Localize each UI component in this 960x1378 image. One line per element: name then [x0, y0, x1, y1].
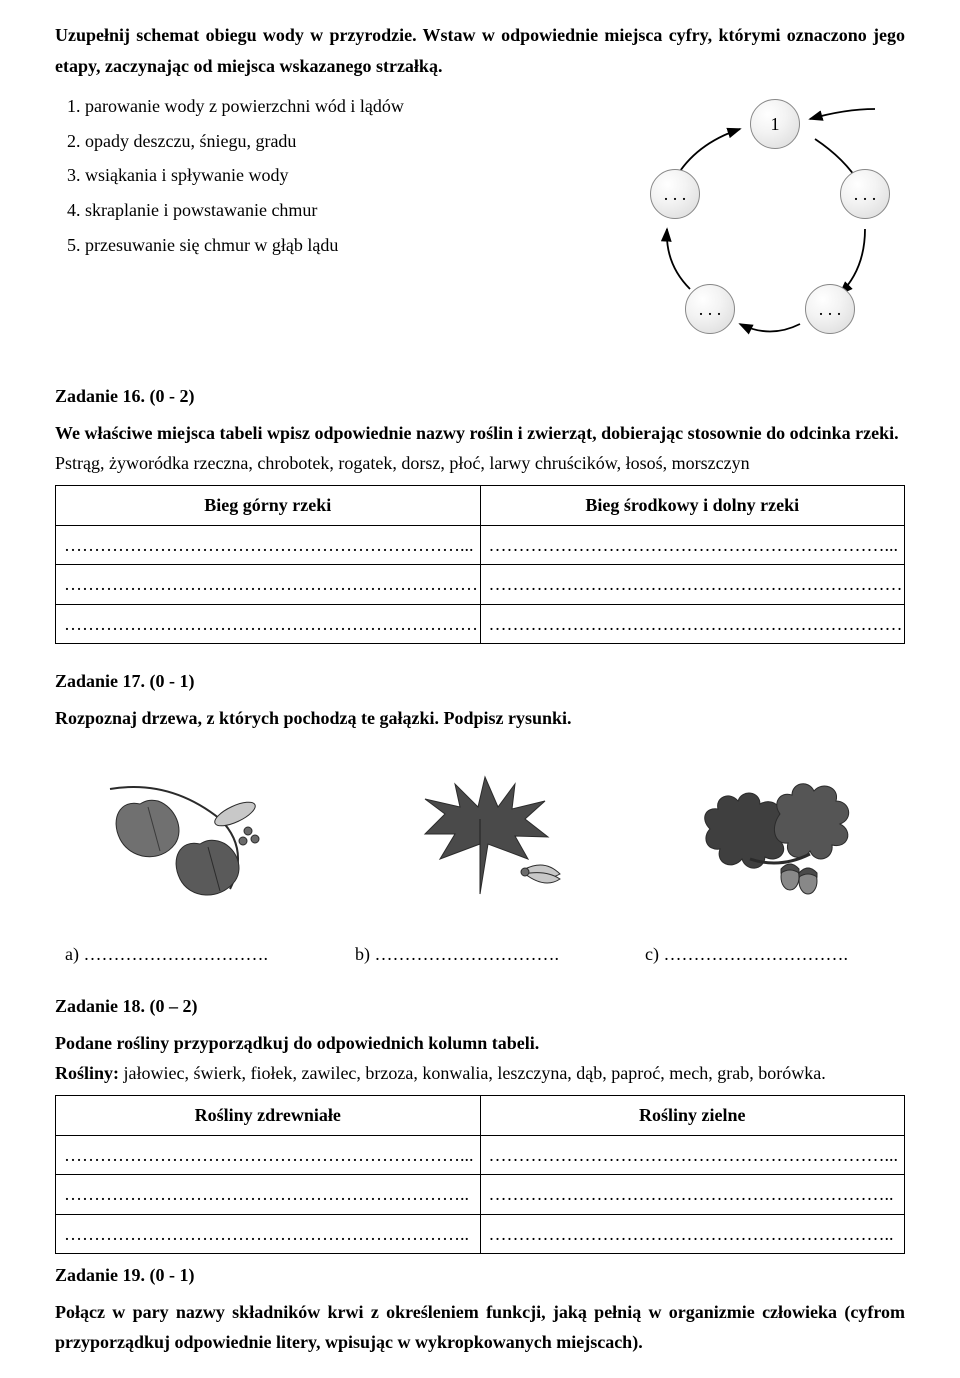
cycle-node-1: 1 [750, 99, 800, 149]
task19-body: Połącz w pary nazwy składników krwi z ok… [55, 1297, 905, 1358]
dots: ………………………………………………………….. [489, 1184, 894, 1204]
step-2: opady deszczu, śniegu, gradu [85, 124, 585, 159]
cycle-node-2-label: . . . [854, 179, 877, 210]
cycle-node-1-label: 1 [771, 109, 780, 140]
task16-c2r1[interactable]: …………………………………………………………... [480, 525, 905, 565]
task18-table: Rośliny zdrewniałe Rośliny zielne ………………… [55, 1095, 905, 1254]
plants-label: Rośliny: [55, 1063, 119, 1083]
tree-b [355, 759, 605, 909]
task18-c1r2[interactable]: ………………………………………………………….. [56, 1175, 481, 1215]
dots: …………………………………………………………... [489, 535, 899, 555]
step-4: skraplanie i powstawanie chmur [85, 193, 585, 228]
task16-body: We właściwe miejsca tabeli wpisz odpowie… [55, 418, 905, 449]
dots: ………………………………………………………….. [489, 1224, 894, 1244]
dots: …………………………………………………………… [489, 574, 903, 594]
step-5: przesuwanie się chmur w głąb lądu [85, 228, 585, 263]
task18-head: Zadanie 18. (0 – 2) [55, 991, 905, 1022]
dots: …………………………………………………………… [64, 574, 478, 594]
cycle-diagram: 1 . . . . . . . . . . . . [605, 89, 905, 359]
tree-a [65, 759, 315, 909]
step-3: wsiąkania i spływanie wody [85, 158, 585, 193]
cycle-steps-list: parowanie wody z powierzchni wód i lądów… [55, 89, 585, 359]
task16-c2r3[interactable]: …………………………………………………………… [480, 604, 905, 644]
tree-label-a[interactable]: a) …………………………. [65, 939, 315, 970]
step-1: parowanie wody z powierzchni wód i lądów [85, 89, 585, 124]
task16-head: Zadanie 16. (0 - 2) [55, 381, 905, 412]
task16-col2-header: Bieg środkowy i dolny rzeki [480, 485, 905, 525]
oak-leaf-icon [660, 759, 880, 909]
dots: …………………………………………………………... [64, 1145, 474, 1165]
task17-head: Zadanie 17. (0 - 1) [55, 666, 905, 697]
task18-c2r3[interactable]: ………………………………………………………….. [480, 1214, 905, 1254]
dots: ………………………………………………………….. [64, 1224, 469, 1244]
task18-c2r1[interactable]: …………………………………………………………... [480, 1135, 905, 1175]
trees-row [55, 759, 905, 909]
task18-col1-header: Rośliny zdrewniałe [56, 1095, 481, 1135]
task16-table: Bieg górny rzeki Bieg środkowy i dolny r… [55, 485, 905, 644]
maple-leaf-icon [370, 759, 590, 909]
task16-species: Pstrąg, żyworódka rzeczna, chrobotek, ro… [55, 448, 905, 479]
linden-leaf-icon [80, 759, 300, 909]
cycle-node-3-label: . . . [819, 294, 842, 325]
cycle-node-4: . . . [685, 284, 735, 334]
task18-c1r1[interactable]: …………………………………………………………... [56, 1135, 481, 1175]
cycle-node-2: . . . [840, 169, 890, 219]
dots: …………………………………………………………... [489, 1145, 899, 1165]
top-section: parowanie wody z powierzchni wód i lądów… [55, 89, 905, 359]
tree-label-c[interactable]: c) …………………………. [645, 939, 895, 970]
task17-body: Rozpoznaj drzewa, z których pochodzą te … [55, 703, 905, 734]
dots: …………………………………………………………… [64, 614, 478, 634]
dots: …………………………………………………………… [489, 614, 903, 634]
task18-c2r2[interactable]: ………………………………………………………….. [480, 1175, 905, 1215]
task16-c1r2[interactable]: …………………………………………………………… [56, 565, 481, 605]
tree-label-b[interactable]: b) …………………………. [355, 939, 605, 970]
plants-list: jałowiec, świerk, fiołek, zawilec, brzoz… [119, 1063, 826, 1083]
tree-labels: a) …………………………. b) …………………………. c) …………………… [55, 939, 905, 970]
task16-col1-header: Bieg górny rzeki [56, 485, 481, 525]
intro-text: Uzupełnij schemat obiegu wody w przyrodz… [55, 20, 905, 81]
cycle-node-4-label: . . . [699, 294, 722, 325]
dots: ………………………………………………………….. [64, 1184, 469, 1204]
task19-head: Zadanie 19. (0 - 1) [55, 1260, 905, 1291]
cycle-node-3: . . . [805, 284, 855, 334]
task16-c2r2[interactable]: …………………………………………………………… [480, 565, 905, 605]
cycle-node-5-label: . . . [664, 179, 687, 210]
dots: …………………………………………………………... [64, 535, 474, 555]
cycle-node-5: . . . [650, 169, 700, 219]
tree-c [645, 759, 895, 909]
task16-c1r1[interactable]: …………………………………………………………... [56, 525, 481, 565]
task18-col2-header: Rośliny zielne [480, 1095, 905, 1135]
task18-body: Podane rośliny przyporządkuj do odpowied… [55, 1028, 905, 1059]
task16-c1r3[interactable]: …………………………………………………………… [56, 604, 481, 644]
task18-plants: Rośliny: jałowiec, świerk, fiołek, zawil… [55, 1058, 905, 1089]
task18-c1r3[interactable]: ………………………………………………………….. [56, 1214, 481, 1254]
